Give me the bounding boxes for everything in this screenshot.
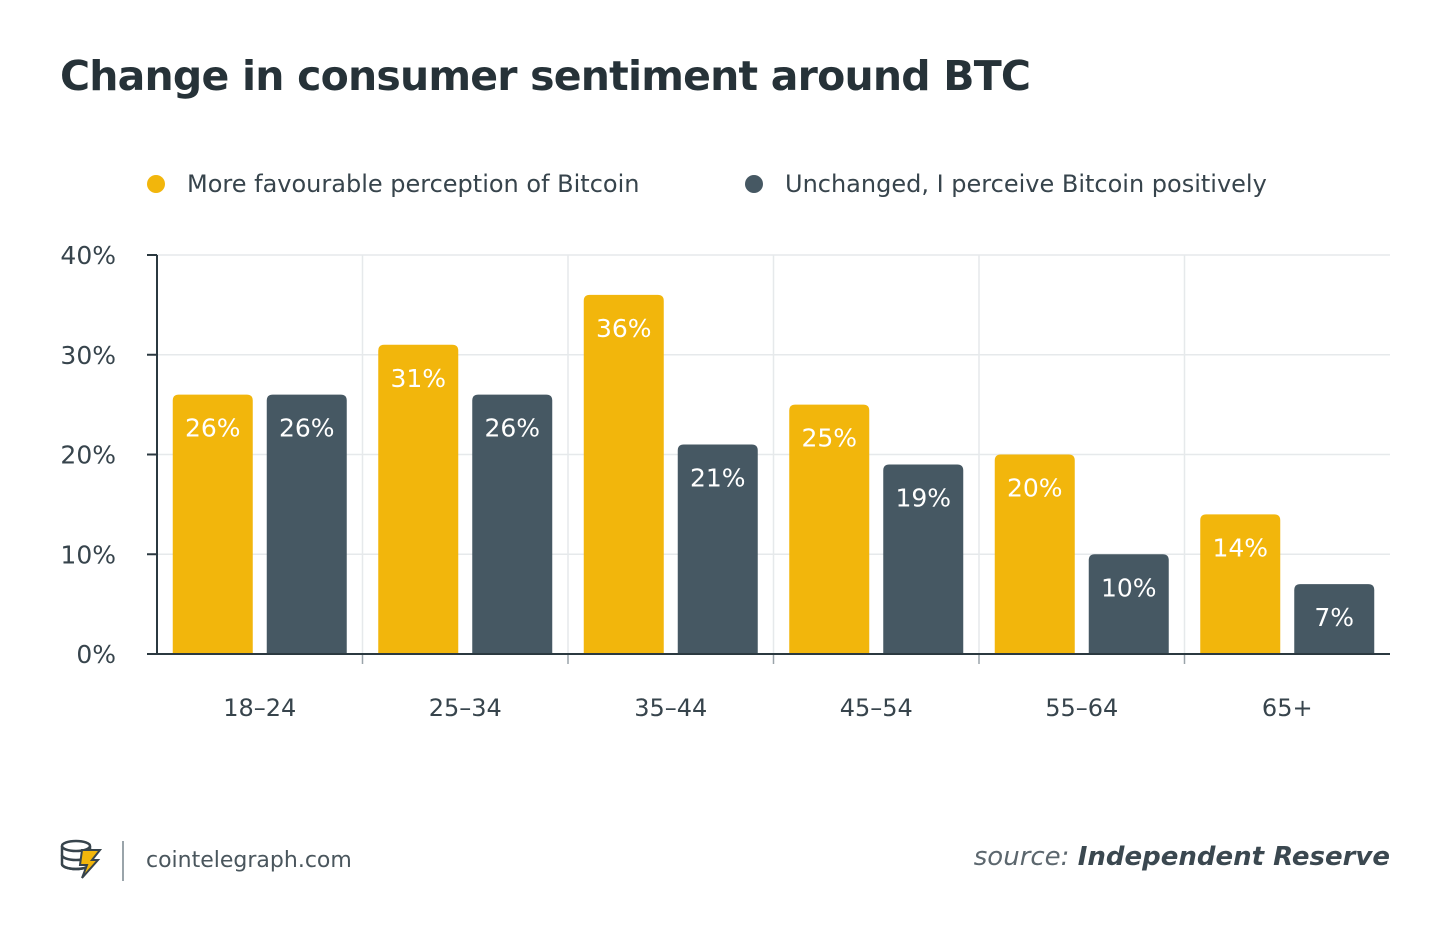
bar-value-label: 36% bbox=[596, 314, 652, 343]
bar bbox=[472, 394, 553, 654]
bar bbox=[172, 394, 253, 654]
source-name: Independent Reserve bbox=[1077, 842, 1390, 872]
legend-item-unchanged: Unchanged, I perceive Bitcoin positively bbox=[745, 170, 1267, 198]
x-tick-label: 35–44 bbox=[634, 694, 707, 722]
bar-value-label: 26% bbox=[484, 414, 540, 443]
footer-divider bbox=[122, 840, 124, 881]
bar bbox=[1200, 514, 1281, 654]
y-tick-label: 10% bbox=[60, 540, 116, 569]
bar-value-label: 19% bbox=[895, 483, 951, 512]
bar-value-label: 31% bbox=[390, 364, 446, 393]
bar-value-label: 25% bbox=[801, 424, 857, 453]
x-tick-label: 45–54 bbox=[840, 694, 913, 722]
legend-swatch-favourable bbox=[147, 175, 165, 193]
legend-swatch-unchanged bbox=[745, 175, 763, 193]
x-tick-label: 65+ bbox=[1262, 694, 1313, 722]
y-tick-label: 30% bbox=[60, 341, 116, 370]
bar-value-label: 21% bbox=[690, 464, 746, 493]
bar bbox=[378, 344, 459, 654]
bar bbox=[883, 464, 964, 654]
y-tick-label: 20% bbox=[60, 441, 116, 470]
bar bbox=[677, 444, 758, 654]
footer-brand: cointelegraph.com bbox=[58, 836, 352, 885]
bar bbox=[1294, 584, 1375, 654]
legend-item-favourable: More favourable perception of Bitcoin bbox=[147, 170, 639, 198]
bar-value-label: 7% bbox=[1314, 603, 1354, 632]
bar-value-label: 26% bbox=[185, 414, 241, 443]
bar-value-label: 10% bbox=[1101, 573, 1157, 602]
x-tick-label: 55–64 bbox=[1045, 694, 1118, 722]
source-prefix: source: bbox=[973, 842, 1070, 872]
x-tick-label: 25–34 bbox=[429, 694, 502, 722]
cointelegraph-logo-icon bbox=[58, 836, 104, 885]
legend-label-unchanged: Unchanged, I perceive Bitcoin positively bbox=[785, 170, 1267, 198]
legend-label-favourable: More favourable perception of Bitcoin bbox=[187, 170, 640, 198]
y-tick-label: 0% bbox=[76, 640, 116, 669]
y-tick-label: 40% bbox=[60, 241, 116, 270]
bar-value-label: 20% bbox=[1007, 474, 1063, 503]
bar bbox=[583, 294, 664, 654]
bar bbox=[1088, 554, 1169, 654]
bar bbox=[994, 454, 1075, 654]
chart-title: Change in consumer sentiment around BTC bbox=[60, 52, 1031, 100]
bar-value-label: 26% bbox=[279, 414, 335, 443]
bar-value-label: 14% bbox=[1212, 533, 1268, 562]
x-tick-label: 18–24 bbox=[223, 694, 296, 722]
source-credit: source: Independent Reserve bbox=[974, 842, 1390, 872]
bar bbox=[789, 404, 870, 654]
bar bbox=[266, 394, 347, 654]
footer-site[interactable]: cointelegraph.com bbox=[146, 848, 352, 873]
